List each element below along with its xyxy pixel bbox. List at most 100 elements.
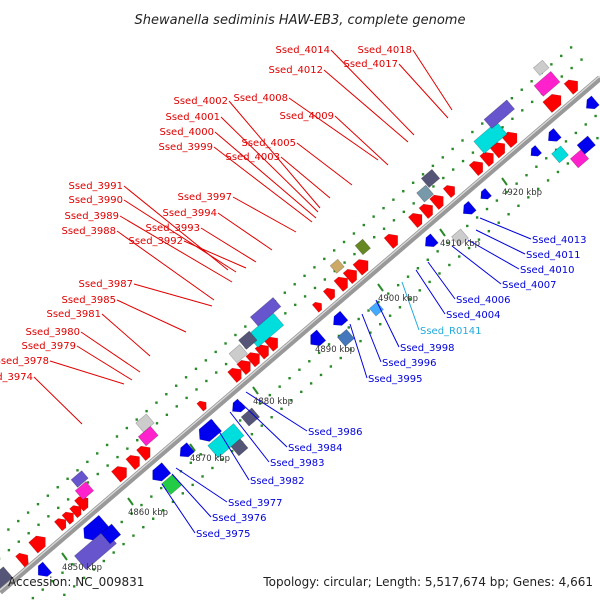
tick-dot <box>56 486 59 489</box>
forward-gene-label: Ssed_4000 <box>159 127 214 138</box>
reverse-cds-arrow <box>333 310 349 326</box>
tick-dot <box>570 66 573 70</box>
tick-dot <box>303 274 306 277</box>
tick-dot <box>313 286 317 290</box>
tick-dot <box>402 210 406 214</box>
reverse-cds-arrow <box>424 233 439 248</box>
forward-gene-label: Ssed_4005 <box>241 138 296 149</box>
tick-mark <box>252 386 259 395</box>
tick-dot <box>145 409 148 413</box>
tick-dot <box>515 182 518 185</box>
tick-dot <box>224 362 228 366</box>
forward-cds-arrow <box>236 359 251 376</box>
reverse-leader-line <box>211 419 250 481</box>
tick-dot <box>47 515 50 518</box>
forward-gene-box-shape <box>135 413 155 433</box>
tick-dot <box>175 405 178 408</box>
reverse-leader-line <box>175 467 228 503</box>
tick-dot <box>458 255 461 258</box>
tick-dot <box>283 291 287 294</box>
forward-cds-arrow-shape <box>236 359 251 376</box>
tick-dot <box>448 263 451 267</box>
forward-cds-arrow <box>418 203 433 220</box>
forward-cds-arrow <box>111 466 127 483</box>
forward-cds-arrow <box>468 160 484 177</box>
forward-leader-line <box>296 142 353 186</box>
tick-dot <box>125 426 129 430</box>
tick-dot <box>66 498 70 501</box>
reverse-gene-box <box>451 228 469 247</box>
reverse-gene-label: Ssed_4007 <box>502 280 557 291</box>
reverse-gene-label: Ssed_3995 <box>368 374 423 385</box>
tick-dot <box>189 461 193 464</box>
tick-dot <box>7 548 11 552</box>
reverse-leader-line <box>229 411 270 463</box>
forward-cds-arrow <box>125 454 140 471</box>
tick-dot <box>106 464 109 467</box>
tick-dot <box>411 181 415 184</box>
reverse-cds-arrow <box>310 329 327 347</box>
tick-dot <box>327 343 331 346</box>
tick-dot <box>436 250 439 253</box>
tick-label: 4880 kbp <box>253 397 293 407</box>
tick-dot <box>82 576 86 580</box>
tick-dot <box>17 540 20 543</box>
genome-summary-text: Topology: circular; Length: 5,517,674 bp… <box>262 575 593 589</box>
tick-dot <box>313 266 316 269</box>
reverse-gene-box-shape <box>551 145 569 164</box>
forward-gene-label: Ssed_3989 <box>64 211 119 222</box>
forward-gene-box-shape <box>74 481 95 501</box>
tick-dot <box>323 257 326 261</box>
tick-dot <box>377 300 380 304</box>
reverse-gene-label: Ssed_3998 <box>400 343 455 354</box>
tick-dot <box>61 571 64 574</box>
tick-dot <box>122 542 125 546</box>
tick-dot <box>37 523 40 526</box>
forward-leader-line <box>80 331 141 373</box>
forward-gene-label: Ssed_4014 <box>275 45 330 56</box>
reverse-leader-line <box>171 473 212 518</box>
tick-dot <box>309 382 313 385</box>
reverse-cds-arrow-shape <box>585 95 600 110</box>
forward-gene-label: Ssed_3997 <box>177 192 232 203</box>
reverse-leader-line <box>427 261 456 300</box>
forward-leader-line <box>133 283 213 307</box>
tick-dot <box>46 494 50 497</box>
forward-gene-label: Ssed_4017 <box>343 59 398 70</box>
tick-dot <box>396 283 400 287</box>
tick-label: 4910 kbp <box>440 239 480 249</box>
tick-dot <box>416 267 420 270</box>
forward-cds-arrow <box>342 268 358 285</box>
forward-gene-box-shape <box>532 59 550 76</box>
tick-dot <box>116 455 119 459</box>
forward-gene-box <box>533 70 561 97</box>
tick-dot <box>204 359 208 362</box>
tick-label: 4890 kbp <box>315 345 355 355</box>
forward-gene-box <box>532 59 550 76</box>
tick-mark <box>501 177 508 186</box>
forward-cds-arrow <box>311 301 323 313</box>
reverse-cds-arrow-shape <box>333 310 349 326</box>
gene-label-layer: 4850 kbp 4860 kbp 4870 kbp 4880 kbp 4890 kbp… <box>0 45 587 573</box>
forward-leader-line <box>33 376 83 425</box>
reverse-leader-line <box>451 245 502 285</box>
forward-gene-label: Ssed_4012 <box>268 65 323 76</box>
tick-dot <box>402 190 405 193</box>
forward-gene-box <box>0 566 13 590</box>
tick-dot <box>535 165 538 168</box>
tick-dot <box>387 292 390 295</box>
forward-gene-label: Ssed_3994 <box>162 208 217 219</box>
tick-dot <box>382 206 385 210</box>
tick-dot <box>300 390 303 394</box>
forward-cds-arrow <box>227 367 242 384</box>
tick-dot <box>36 502 40 506</box>
reverse-gene-label: Ssed_4013 <box>532 235 587 246</box>
forward-cds-arrow-shape <box>352 259 369 276</box>
tick-dot <box>357 317 360 321</box>
tick-dot <box>481 122 484 125</box>
forward-gene-label: Ssed_3991 <box>68 181 123 192</box>
tick-dot <box>201 475 204 478</box>
reverse-gene-label: Ssed_3982 <box>250 476 305 487</box>
tick-dot <box>76 469 79 472</box>
tick-dot <box>446 241 449 245</box>
